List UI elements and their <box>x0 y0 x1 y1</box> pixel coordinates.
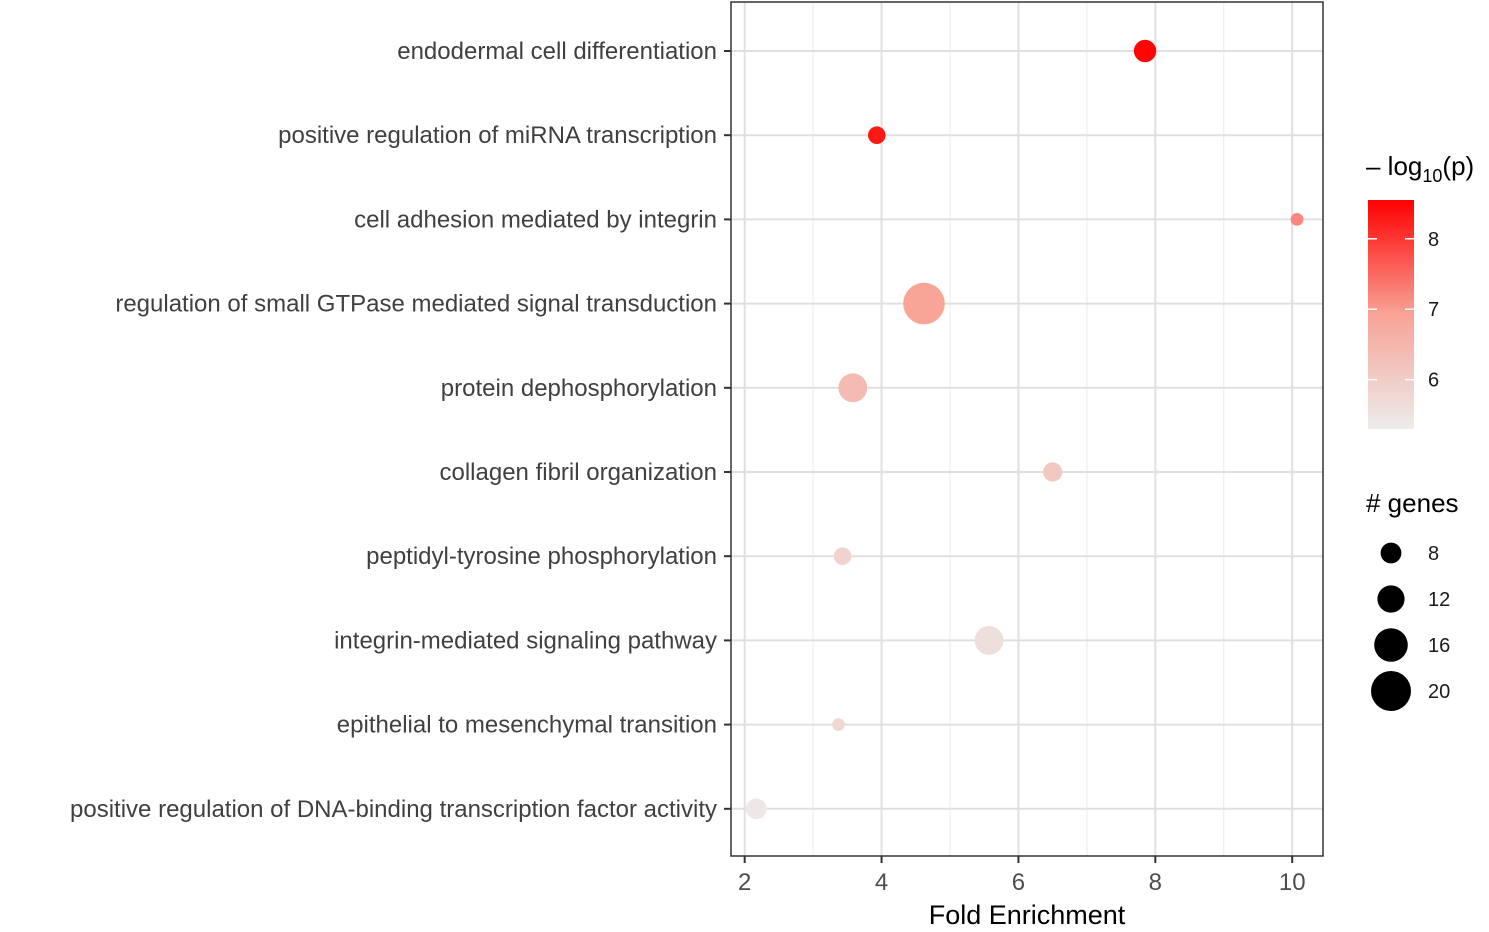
size-legend-label: 12 <box>1428 589 1450 611</box>
x-tick-label: 8 <box>1149 869 1162 896</box>
colorbar-label: 8 <box>1428 229 1439 251</box>
term-label: positive regulation of DNA-binding trans… <box>70 796 717 823</box>
colorbar-label: 7 <box>1428 299 1439 321</box>
term-label: regulation of small GTPase mediated sign… <box>115 291 717 318</box>
size-legend-title: # genes <box>1366 488 1459 518</box>
x-tick-label: 2 <box>738 869 751 896</box>
data-point <box>838 373 868 403</box>
term-label: protein dephosphorylation <box>441 375 717 402</box>
panel-border <box>730 1 1324 857</box>
term-label: collagen fibril organization <box>440 459 718 486</box>
x-axis-title: Fold Enrichment <box>929 900 1126 927</box>
color-legend-title: – log10(p) <box>1366 151 1474 186</box>
term-label: endodermal cell differentiation <box>397 38 717 65</box>
term-label: integrin-mediated signaling pathway <box>334 627 717 654</box>
term-label: peptidyl-tyrosine phosphorylation <box>366 543 717 570</box>
data-point <box>974 626 1004 655</box>
data-point <box>832 718 845 731</box>
data-point <box>867 126 886 144</box>
size-legend-dot <box>1380 542 1402 564</box>
x-tick-label: 6 <box>1012 869 1025 896</box>
colorbar-label: 6 <box>1428 370 1439 392</box>
x-tick-label: 4 <box>875 869 888 896</box>
data-point <box>745 798 767 820</box>
term-label: positive regulation of miRNA transcripti… <box>278 122 717 149</box>
data-point <box>833 547 852 565</box>
data-point <box>1133 39 1157 63</box>
legend: – log10(p) 6 7 8 # genes 8 12 16 20 <box>1366 151 1474 711</box>
data-point <box>1290 213 1304 226</box>
size-legend-dot <box>1371 671 1411 711</box>
data-point <box>903 282 945 325</box>
term-label: epithelial to mesenchymal transition <box>337 712 717 739</box>
size-legend-label: 20 <box>1428 681 1450 703</box>
term-label: cell adhesion mediated by integrin <box>354 206 717 233</box>
size-legend-dot <box>1377 585 1405 613</box>
plot-panel: endodermal cell differentiation positive … <box>70 1 1324 930</box>
size-legend-dot <box>1374 628 1408 662</box>
size-legend-label: 8 <box>1428 543 1439 565</box>
data-point <box>1043 462 1063 482</box>
x-tick-label: 10 <box>1279 869 1306 896</box>
size-legend-label: 16 <box>1428 635 1450 657</box>
colorbar <box>1368 200 1414 429</box>
